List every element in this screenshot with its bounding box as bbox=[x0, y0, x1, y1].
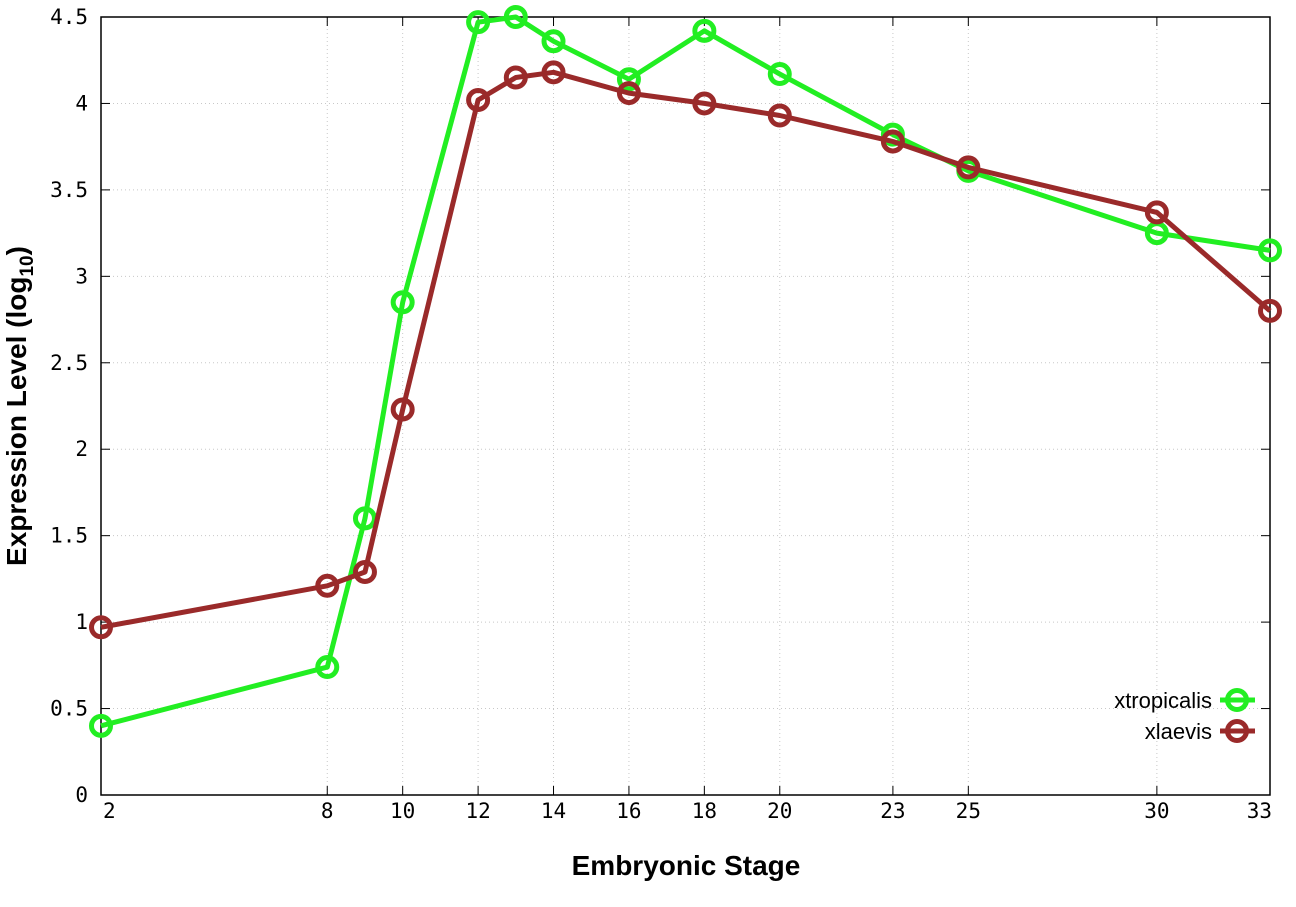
legend: xtropicalis xlaevis bbox=[1114, 688, 1255, 744]
data-point-xtropicalis bbox=[352, 506, 377, 531]
data-point-xlaevis bbox=[503, 65, 528, 90]
y-axis-title-main: Expression Level (log bbox=[1, 277, 32, 566]
y-tick-label: 3.5 bbox=[50, 178, 88, 202]
data-point-xlaevis bbox=[1144, 200, 1169, 225]
x-tick-label: 12 bbox=[465, 799, 490, 823]
series-line-xtropicalis bbox=[100, 14, 1271, 729]
y-axis-title-subscript: 10 bbox=[17, 255, 38, 276]
data-point-xtropicalis bbox=[466, 10, 491, 35]
x-tick-label: 16 bbox=[616, 799, 641, 823]
y-axis-ticks: 0 0.5 1 1.5 2 2.5 3 3.5 4 4.5 bbox=[50, 5, 1270, 807]
legend-item-xtropicalis: xtropicalis bbox=[1114, 688, 1255, 713]
data-point-xtropicalis bbox=[616, 67, 641, 92]
x-tick-label: 30 bbox=[1144, 799, 1169, 823]
legend-label: xlaevis bbox=[1145, 719, 1212, 744]
y-tick-label: 1 bbox=[75, 610, 88, 634]
x-tick-label: 20 bbox=[767, 799, 792, 823]
y-tick-label: 4 bbox=[75, 91, 88, 115]
y-axis-title-close: ) bbox=[1, 246, 32, 255]
data-point-xlaevis bbox=[692, 91, 717, 116]
data-point-xtropicalis bbox=[390, 290, 415, 315]
data-point-xtropicalis bbox=[89, 713, 113, 738]
y-axis-title: Expression Level (log10) bbox=[1, 246, 38, 566]
series-xtropicalis bbox=[89, 5, 1282, 738]
y-tick-label: 0 bbox=[75, 783, 88, 807]
plot-frame bbox=[100, 16, 1271, 796]
x-tick-label: 18 bbox=[692, 799, 717, 823]
x-tick-label: 10 bbox=[390, 799, 415, 823]
legend-swatch-marker bbox=[1225, 688, 1249, 712]
series-group bbox=[89, 5, 1282, 738]
x-tick-label: 8 bbox=[321, 799, 334, 823]
y-tick-label: 1.5 bbox=[50, 524, 88, 548]
x-axis-title: Embryonic Stage bbox=[572, 850, 801, 881]
y-tick-label: 2 bbox=[75, 437, 88, 461]
data-point-xlaevis bbox=[956, 155, 981, 180]
data-point-xlaevis bbox=[89, 615, 113, 640]
x-tick-label: 14 bbox=[541, 799, 566, 823]
legend-item-xlaevis: xlaevis bbox=[1145, 719, 1255, 744]
data-point-xtropicalis bbox=[767, 62, 792, 87]
data-point-xlaevis bbox=[767, 103, 792, 128]
x-tick-label: 25 bbox=[956, 799, 981, 823]
grid bbox=[101, 17, 1270, 795]
y-tick-label: 3 bbox=[75, 264, 88, 288]
data-point-xlaevis bbox=[352, 559, 377, 584]
series-line-xlaevis bbox=[100, 69, 1272, 630]
series-xlaevis bbox=[89, 60, 1282, 640]
y-tick-label: 0.5 bbox=[50, 697, 88, 721]
data-point-xtropicalis bbox=[692, 18, 717, 43]
data-point-xtropicalis bbox=[1258, 238, 1282, 263]
y-tick-label: 2.5 bbox=[50, 351, 88, 375]
data-point-xlaevis bbox=[541, 60, 566, 85]
data-point-xtropicalis bbox=[315, 655, 340, 680]
y-tick-label: 4.5 bbox=[50, 5, 88, 29]
data-point-xlaevis bbox=[1258, 298, 1282, 323]
data-point-xlaevis bbox=[616, 81, 641, 106]
data-point-xlaevis bbox=[315, 573, 340, 598]
x-tick-label: 33 bbox=[1247, 799, 1272, 823]
data-point-xlaevis bbox=[880, 129, 905, 154]
legend-label: xtropicalis bbox=[1114, 688, 1212, 713]
legend-swatch-marker bbox=[1225, 719, 1249, 743]
data-point-xlaevis bbox=[466, 87, 491, 112]
x-tick-label: 23 bbox=[880, 799, 905, 823]
data-point-xlaevis bbox=[390, 397, 415, 422]
x-tick-label: 2 bbox=[103, 799, 116, 823]
data-point-xtropicalis bbox=[541, 29, 566, 54]
x-axis-ticks: 2 8 10 12 14 16 18 20 23 25 30 33 bbox=[100, 17, 1272, 823]
data-point-xtropicalis bbox=[503, 5, 528, 29]
